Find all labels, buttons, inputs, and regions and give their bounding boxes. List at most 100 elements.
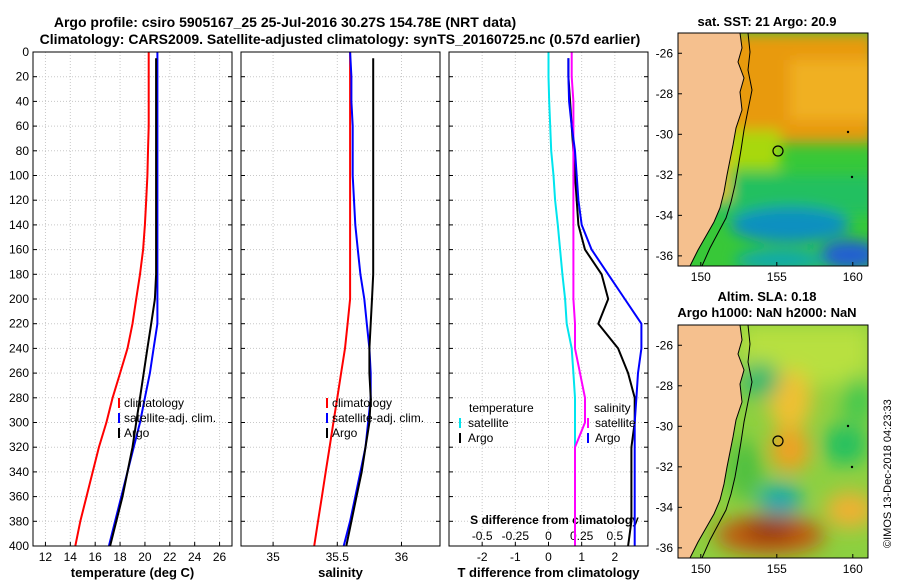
x-tick-label: 26 bbox=[213, 550, 227, 564]
legend-label: satellite-adj. clim. bbox=[124, 411, 216, 425]
y-tick-label: 60 bbox=[16, 119, 30, 133]
map-y-tick-label: -32 bbox=[656, 460, 674, 474]
series-line-t-argo bbox=[567, 58, 636, 546]
y-tick-label: 100 bbox=[9, 169, 29, 183]
map-x-tick-label: 160 bbox=[843, 270, 863, 284]
map-x-tick-label: 155 bbox=[767, 562, 787, 576]
map-y-tick-label: -26 bbox=[656, 338, 674, 352]
plot-frame bbox=[240, 51, 441, 547]
map-y-tick-label: -36 bbox=[656, 249, 674, 263]
s-tick-label: 0.5 bbox=[606, 529, 623, 543]
y-tick-label: 160 bbox=[9, 243, 29, 257]
map-y-tick-label: -34 bbox=[656, 500, 674, 514]
x-tick-label: 22 bbox=[163, 550, 177, 564]
s-tick-label: -0.5 bbox=[472, 529, 493, 543]
sla-map-shelf-contour bbox=[701, 325, 753, 558]
legend-label: climatology bbox=[332, 396, 392, 410]
map-y-tick-label: -32 bbox=[656, 168, 674, 182]
map-x-tick-label: 155 bbox=[767, 270, 787, 284]
sla-map-field bbox=[678, 325, 868, 558]
x-tick-label: 35.5 bbox=[326, 550, 350, 564]
series-line-s-argo bbox=[567, 58, 643, 546]
y-tick-label: 240 bbox=[9, 341, 29, 355]
x-tick-label: 2 bbox=[611, 550, 618, 564]
x-tick-label: 16 bbox=[89, 550, 103, 564]
sla-map-argo-marker bbox=[772, 435, 784, 447]
legend-title-temperature: temperature bbox=[469, 401, 534, 415]
x-tick-label: 35 bbox=[266, 550, 280, 564]
y-tick-label: 180 bbox=[9, 267, 29, 281]
y-tick-label: 20 bbox=[16, 70, 30, 84]
y-tick-label: 300 bbox=[9, 416, 29, 430]
sst-map-field bbox=[678, 33, 868, 266]
x-tick-label: 12 bbox=[39, 550, 53, 564]
y-tick-label: 220 bbox=[9, 317, 29, 331]
s-axis-label: S difference from climatology bbox=[470, 513, 639, 527]
map-axes: 150 155 160 -26 -28 -30 -32 -34 -36 150 155 160 -26 -… bbox=[656, 46, 863, 576]
legend-label: Argo bbox=[595, 431, 621, 445]
sla-map-title: Altim. SLA: 0.18 bbox=[718, 289, 817, 304]
map-y-tick-label: -34 bbox=[656, 208, 674, 222]
plot-frame bbox=[448, 51, 649, 547]
legend-label: satellite bbox=[595, 416, 636, 430]
series-group bbox=[547, 52, 643, 546]
difference-panel: -2 -1 0 1 2 -0.5 -0.25 0 0.25 0.5 S difference fro… bbox=[448, 51, 649, 580]
x-tick-label: 14 bbox=[64, 550, 78, 564]
x-tick-label: 24 bbox=[188, 550, 202, 564]
y-tick-label: 380 bbox=[9, 514, 29, 528]
series-line-climatology bbox=[74, 52, 150, 546]
s-tick-label: 0 bbox=[545, 529, 552, 543]
y-tick-label: 200 bbox=[9, 292, 29, 306]
map-y-tick-label: -30 bbox=[656, 419, 674, 433]
legend-label: satellite bbox=[468, 416, 509, 430]
series-line-climatology bbox=[313, 52, 352, 546]
x-tick-label: 0 bbox=[545, 550, 552, 564]
x-axis-label: T difference from climatology bbox=[457, 565, 640, 580]
x-tick-label: 36 bbox=[395, 550, 409, 564]
legend-label: Argo bbox=[124, 426, 150, 440]
sla-map-land bbox=[678, 325, 745, 558]
map-x-tick-label: 150 bbox=[691, 562, 711, 576]
sst-map-title: sat. SST: 21 Argo: 20.9 bbox=[698, 14, 837, 29]
y-tick-label: 360 bbox=[9, 490, 29, 504]
sst-map-shelf-contour bbox=[701, 33, 753, 266]
s-tick-label: -0.25 bbox=[502, 529, 530, 543]
title-line-1: Argo profile: csiro 5905167_25 25-Jul-20… bbox=[54, 14, 516, 30]
x-axis-label: temperature (deg C) bbox=[71, 565, 195, 580]
legend-label: Argo bbox=[332, 426, 358, 440]
series-line-argo bbox=[345, 58, 375, 546]
sst-map-panel: sat. SST: 21 Argo: 20.9 bbox=[677, 14, 869, 267]
y-tick-label: 140 bbox=[9, 218, 29, 232]
sst-map-land bbox=[678, 33, 745, 266]
x-tick-label: -2 bbox=[477, 550, 488, 564]
legend-label: satellite-adj. clim. bbox=[332, 411, 424, 425]
series-group bbox=[313, 52, 375, 546]
y-tick-label: 260 bbox=[9, 366, 29, 380]
x-tick-label: 1 bbox=[578, 550, 585, 564]
map-y-tick-label: -26 bbox=[656, 46, 674, 60]
series-line-argo bbox=[109, 58, 158, 546]
legend-title-salinity: salinity bbox=[594, 401, 631, 415]
y-tick-label: 0 bbox=[22, 45, 29, 59]
legend-label: climatology bbox=[124, 396, 184, 410]
y-tick-label: 400 bbox=[9, 539, 29, 553]
plot-frame bbox=[32, 51, 233, 547]
x-tick-label: -1 bbox=[510, 550, 521, 564]
series-group bbox=[74, 52, 159, 546]
sst-map-argo-marker bbox=[772, 145, 784, 157]
map-y-tick-label: -28 bbox=[656, 379, 674, 393]
x-axis-label: salinity bbox=[318, 565, 364, 580]
y-tick-label: 120 bbox=[9, 193, 29, 207]
s-tick-label: 0.25 bbox=[570, 529, 594, 543]
map-y-tick-label: -36 bbox=[656, 541, 674, 555]
y-tick-label: 320 bbox=[9, 440, 29, 454]
x-tick-label: 20 bbox=[138, 550, 152, 564]
imos-credit: ©IMOS 13-Dec-2018 04:23:33 bbox=[882, 399, 894, 548]
y-tick-label: 40 bbox=[16, 94, 30, 108]
y-tick-label: 340 bbox=[9, 465, 29, 479]
sla-map-panel: Altim. SLA: 0.18 Argo h1000: NaN h2000: … bbox=[677, 289, 894, 559]
y-tick-label: 80 bbox=[16, 144, 30, 158]
